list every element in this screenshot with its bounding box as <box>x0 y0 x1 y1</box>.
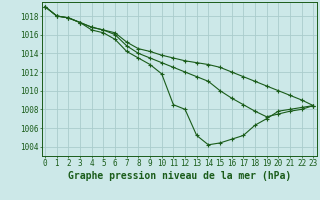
X-axis label: Graphe pression niveau de la mer (hPa): Graphe pression niveau de la mer (hPa) <box>68 171 291 181</box>
